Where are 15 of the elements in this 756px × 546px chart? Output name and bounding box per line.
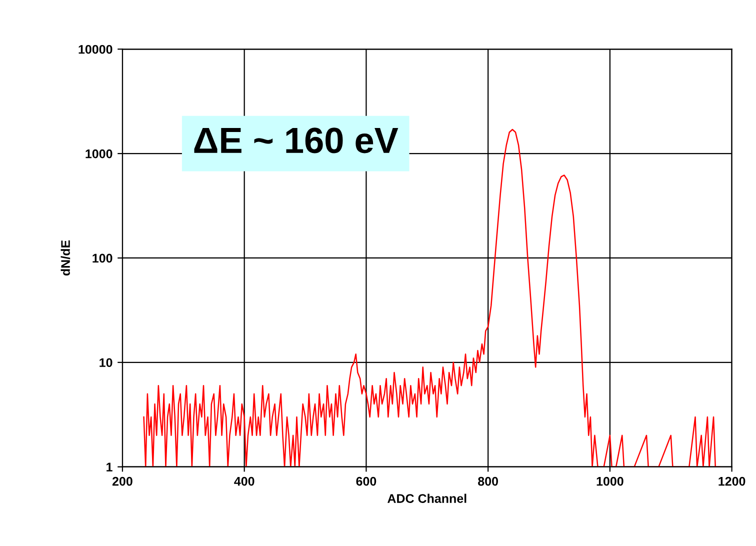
x-tick-label: 400 [234, 476, 254, 486]
y-tick-label: 1000 [86, 149, 112, 158]
y-tick-label: 1 [106, 462, 112, 472]
x-tick-label: 1200 [718, 476, 746, 486]
y-tick-label: 100 [92, 254, 112, 263]
x-tick-label: 1000 [596, 476, 624, 486]
line-series [143, 128, 720, 467]
y-tick-label: 10000 [78, 44, 112, 54]
x-axis-title: ADC Channel [388, 494, 466, 503]
x-tick-label: 200 [112, 476, 132, 486]
annotation: ΔE ~ 160 eV [194, 128, 398, 154]
y-tick-label: 10 [100, 358, 112, 368]
x-tick-label: 800 [478, 476, 498, 486]
y-axis-title: dN/dE [60, 240, 70, 276]
x-tick-label: 600 [356, 476, 376, 486]
